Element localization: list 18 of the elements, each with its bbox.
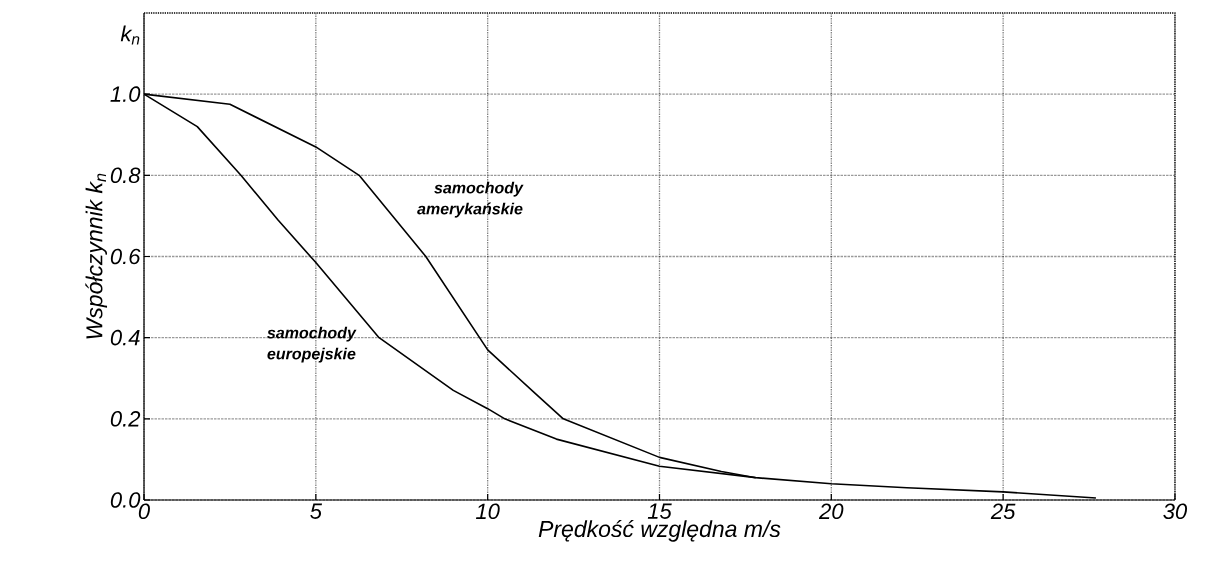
y-tick-label: 0.6 <box>110 248 141 265</box>
text: k$_{n}$ <box>120 25 140 45</box>
x-tick-label: 15 <box>647 503 672 519</box>
series-label: samochody amerykańskie <box>417 181 524 218</box>
y-tick-label: 0.0 <box>110 492 141 508</box>
y-tick-label: 0.4 <box>110 329 140 346</box>
series-label: samochody europejskie <box>267 326 357 363</box>
x-axis-title: Prędkość względna m/s <box>538 519 781 542</box>
x-tick-label: 30 <box>1163 503 1188 520</box>
x-tick-label: 20 <box>818 503 844 520</box>
x-tick-label: 10 <box>475 503 500 520</box>
y-tick-label: 0.2 <box>110 411 141 427</box>
y-tick-label: 1.0 <box>110 86 141 102</box>
x-tick-label: 0 <box>138 503 150 520</box>
x-tick-label: 5 <box>310 503 323 519</box>
x-tick-label: 25 <box>990 503 1016 520</box>
y-axis-title: Współczynnik k$_{n}$ <box>85 173 108 339</box>
y-tick-label: 0.8 <box>110 167 141 184</box>
